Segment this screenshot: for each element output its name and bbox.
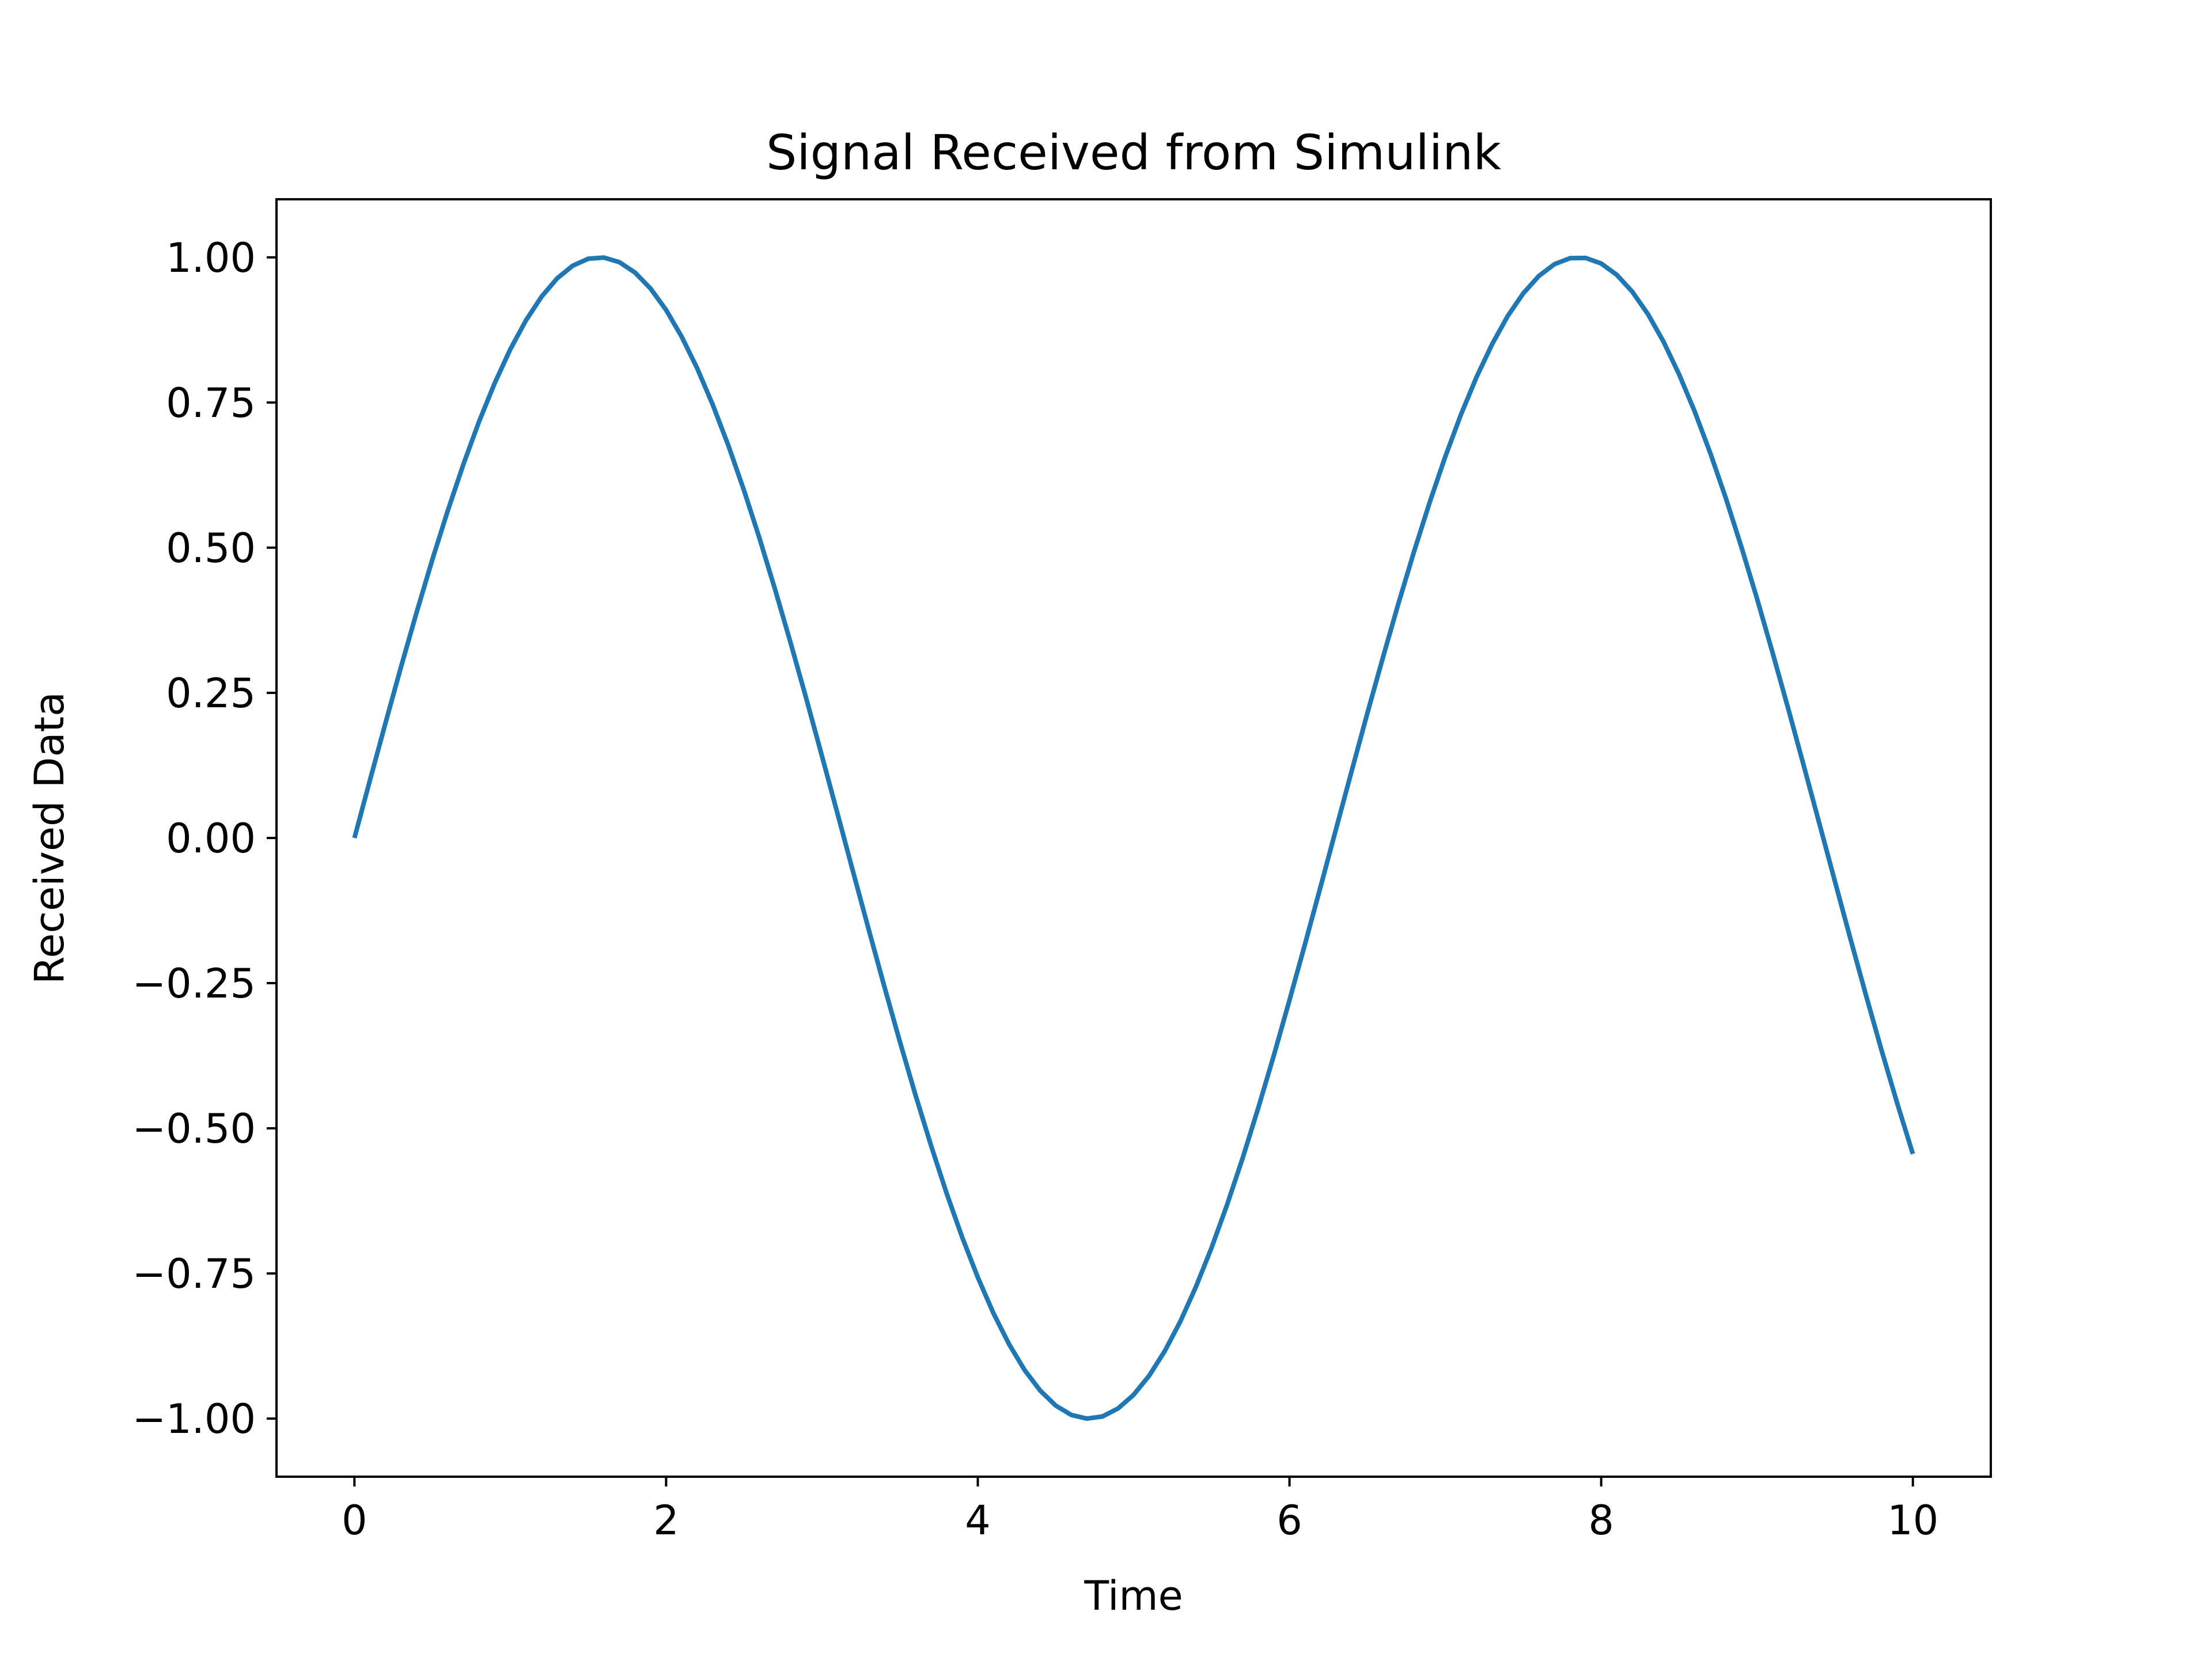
y-tick-label: 1.00 [166,234,256,282]
y-tick-label: −0.50 [132,1105,256,1152]
y-tick-label: −1.00 [132,1395,256,1443]
x-tick-label: 6 [1277,1497,1302,1544]
y-axis-label: Received Data [26,692,73,984]
y-tick-label: 0.75 [166,380,256,427]
x-axis-label: Time [1084,1572,1183,1620]
tick-layer: 0 2 4 6 8 10 1.00 0.75 0.50 0.25 0.00 −0.25 −0.50 −0.… [132,234,1938,1544]
y-tick-label: 0.00 [166,815,256,862]
x-tick-label: 2 [653,1497,679,1544]
series-layer [352,255,1915,1421]
y-tick-label: −0.25 [132,960,256,1007]
axes-frame [275,198,1992,1478]
series-line [352,255,1915,1421]
y-tick-label: −0.75 [132,1250,256,1298]
y-tick-label: 0.25 [166,670,256,717]
x-tick-label: 4 [965,1497,991,1544]
x-tick-label: 10 [1887,1497,1938,1544]
x-tick-label: 8 [1588,1497,1614,1544]
y-tick-label: 0.50 [166,525,256,572]
chart-title: Signal Received from Simulink [766,124,1501,181]
x-tick-label: 0 [342,1497,368,1544]
